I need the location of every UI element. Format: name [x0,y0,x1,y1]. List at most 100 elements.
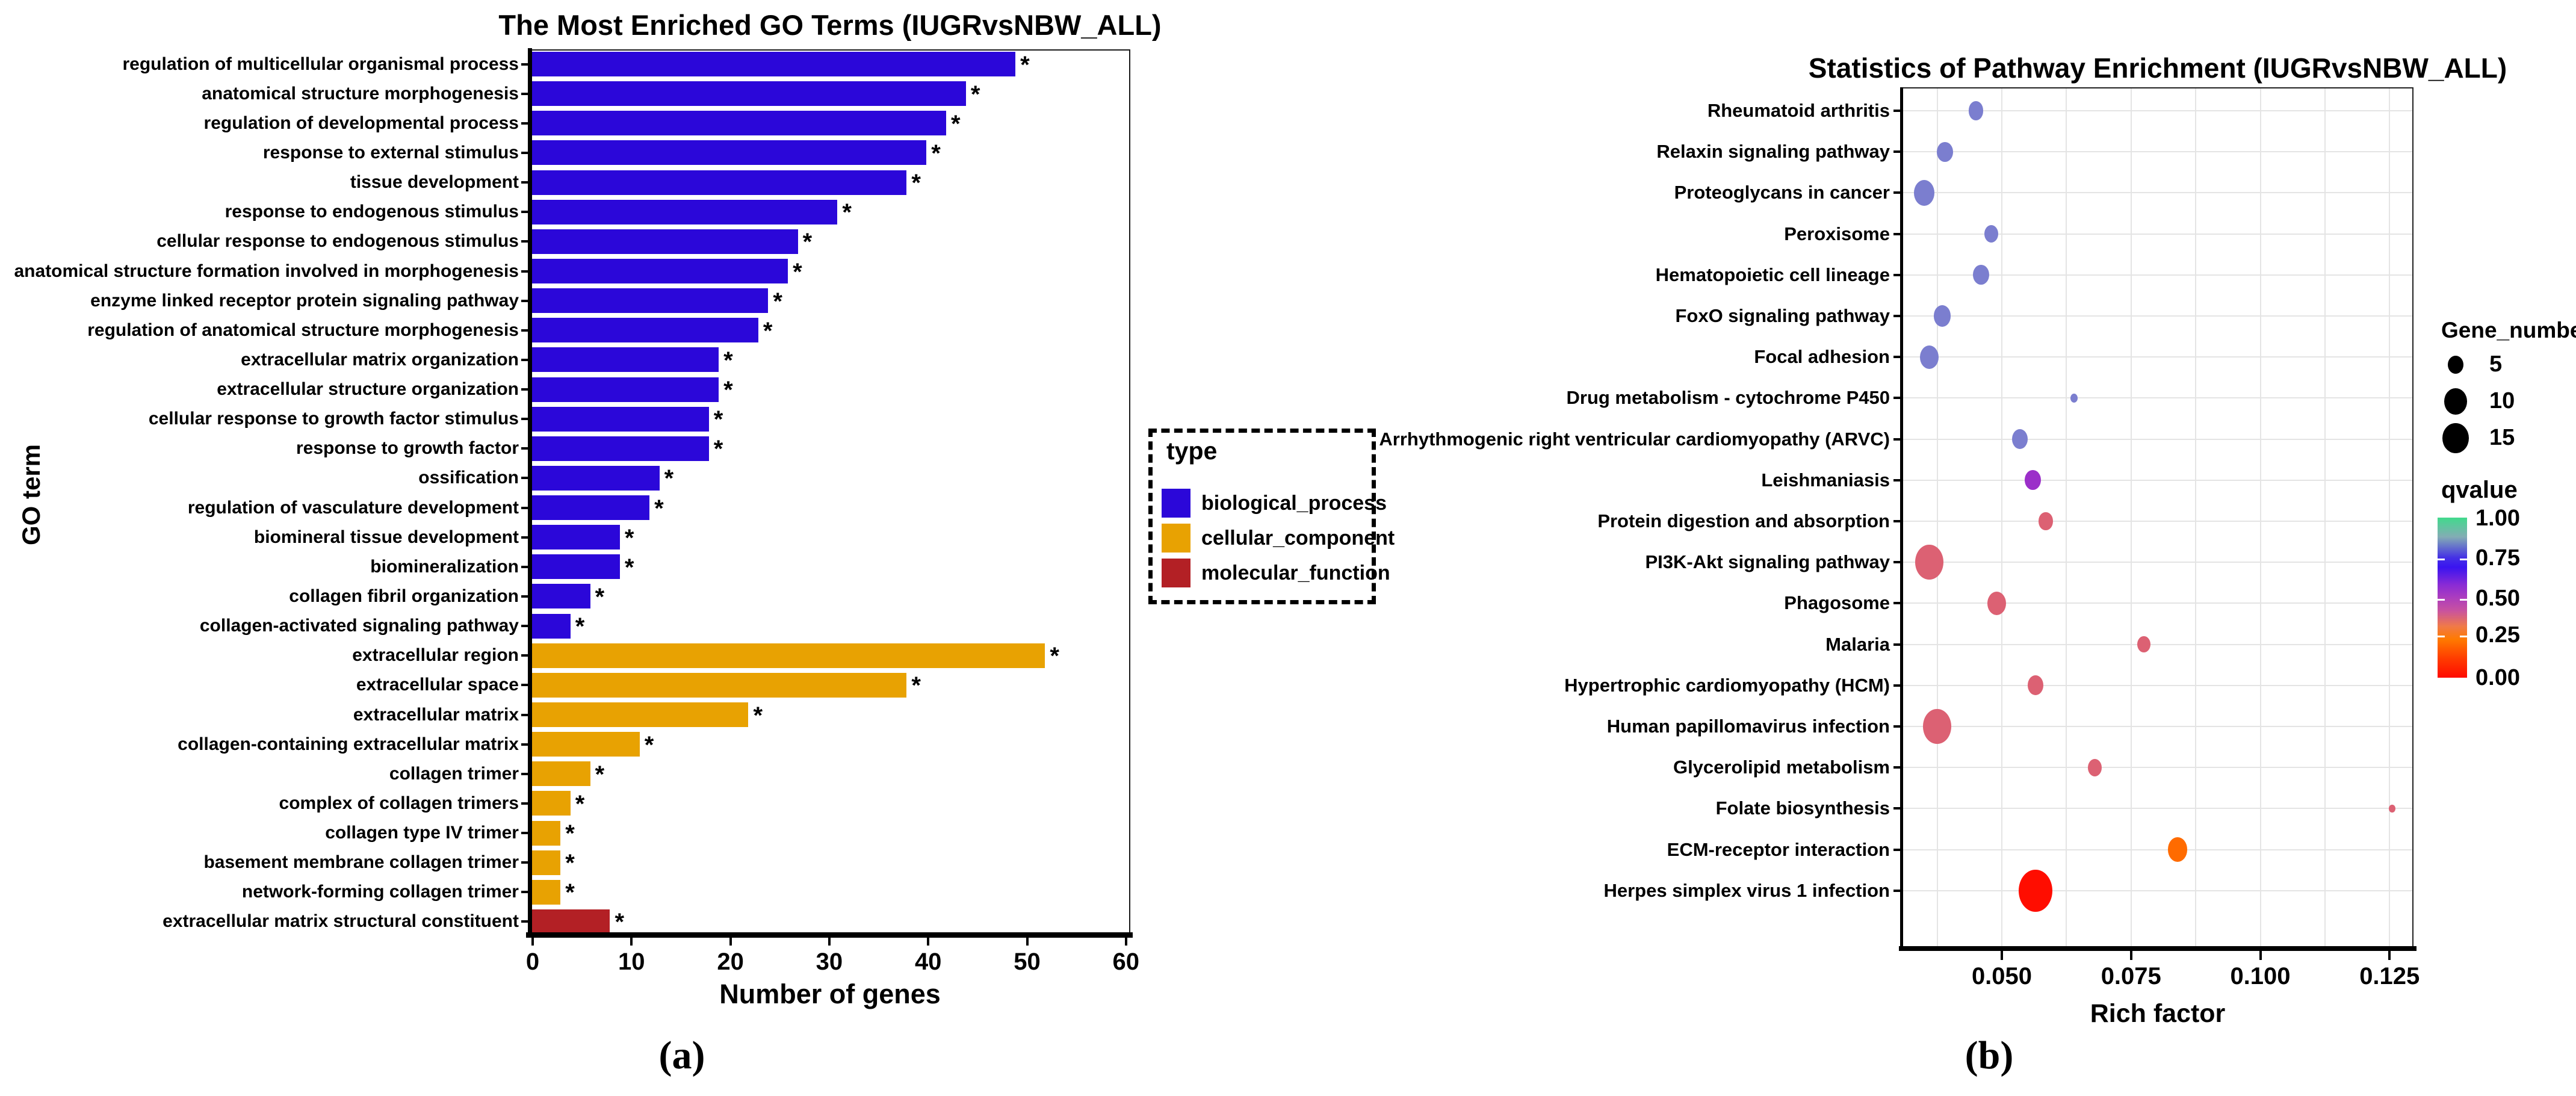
chart-b-panel [1902,87,2413,951]
gridline-horizontal [1903,562,2412,563]
pathway-label: Human papillomavirus infection [1606,716,1890,737]
significance-star: * [615,909,625,936]
qvalue-bar-tick [2438,559,2445,560]
gridline-vertical [2001,88,2002,950]
category-label: complex of collagen trimers [279,793,519,813]
bar [531,820,561,846]
x-tick-label: 20 [717,949,744,975]
y-axis-tick [521,447,530,450]
pathway-dot [2025,470,2041,491]
bar [531,436,709,461]
qvalue-gradient-bar [2438,518,2467,678]
pathway-label: Relaxin signaling pathway [1656,141,1890,163]
pathway-label: Proteoglycans in cancer [1674,182,1890,203]
category-label: extracellular space [356,675,519,695]
significance-star: * [753,702,763,729]
category-label: cellular response to growth factor stimu… [148,409,519,429]
bar [531,406,709,432]
significance-star: * [575,790,585,817]
y-axis-tick [1893,438,1902,441]
pathway-dot [1987,591,2006,615]
category-label: response to growth factor [296,438,519,459]
bar [531,672,907,698]
y-axis-tick [1893,848,1902,851]
bar [531,170,907,195]
bar [531,761,590,787]
pathway-label: Hematopoietic cell lineage [1655,264,1890,285]
chart-b-title: Statistics of Pathway Enrichment (IUGRvs… [1808,52,2507,84]
pathway-label: Glycerolipid metabolism [1673,757,1890,778]
category-label: cellular response to endogenous stimulus [156,231,519,252]
category-label: collagen type IV trimer [325,823,519,843]
legend-type-label: molecular_function [1201,562,1390,584]
pathway-dot [1914,179,1935,206]
significance-star: * [644,731,654,758]
pathway-dot [1923,708,1951,745]
bar [531,347,719,373]
pathway-dot [1934,305,1951,327]
category-label: extracellular matrix organization [241,349,519,370]
category-label: collagen-containing extracellular matrix [178,734,519,754]
significance-star: * [1050,643,1059,670]
y-axis-tick [521,477,530,480]
y-axis-tick [521,92,530,95]
pathway-label: FoxO signaling pathway [1675,305,1890,326]
category-label: network-forming collagen trimer [241,882,519,902]
y-axis-tick [1893,232,1902,235]
category-label: regulation of multicellular organismal p… [122,54,519,74]
bar [531,584,590,609]
pathway-label: Leishmaniasis [1761,469,1890,491]
pathway-dot [2389,804,2395,813]
y-axis-tick [521,358,530,361]
gridline-horizontal [1903,110,2412,111]
bar [531,465,660,491]
gridline-horizontal [1903,479,2412,481]
bar [531,318,758,343]
gridline-horizontal [1903,274,2412,276]
pathway-dot [2011,429,2028,450]
bar [531,140,927,166]
category-label: anatomical structure formation involved … [14,261,519,281]
qvalue-tick-label: 0.75 [2475,545,2520,571]
gridline-horizontal [1903,151,2412,153]
bar [531,199,838,224]
y-axis-tick [1893,478,1902,481]
bar [531,702,749,727]
significance-star: * [763,317,773,344]
gridline-horizontal [1903,233,2412,235]
gridline-vertical [2195,88,2197,950]
gridline-vertical [2066,88,2067,950]
qvalue-bar-tick [2460,599,2467,601]
pathway-label: Drug metabolism - cytochrome P450 [1566,387,1890,409]
legend-type-label: biological_process [1201,492,1387,515]
significance-star: * [565,850,575,877]
significance-star: * [911,672,921,699]
bar [531,732,640,757]
qvalue-bar-tick [2438,599,2445,601]
y-axis-tick [521,743,530,746]
y-axis-tick [521,270,530,273]
y-axis-tick [521,151,530,154]
significance-star: * [970,81,980,108]
y-axis-tick [1893,725,1902,728]
y-axis-tick [1893,602,1902,605]
y-axis-tick [521,802,530,805]
qvalue-bar-tick [2460,636,2467,637]
pathway-label: ECM-receptor interaction [1667,838,1890,860]
gridline-horizontal [1903,890,2412,891]
y-axis-tick [1893,315,1902,317]
bar [531,879,561,905]
pathway-label: Hypertrophic cardiomyopathy (HCM) [1564,674,1890,696]
bar [531,288,769,314]
gridline-horizontal [1903,521,2412,522]
bar [531,850,561,875]
category-label: extracellular matrix structural constitu… [163,911,519,932]
pathway-dot [1984,224,1999,243]
legend-gene-dot [2442,423,2469,454]
category-label: response to external stimulus [262,142,519,163]
y-axis-tick [1893,684,1902,687]
bar [531,229,798,254]
x-tick-label: 50 [1014,949,1041,975]
chart-a-xlabel: Number of genes [719,979,941,1009]
y-axis-tick [1893,561,1902,564]
